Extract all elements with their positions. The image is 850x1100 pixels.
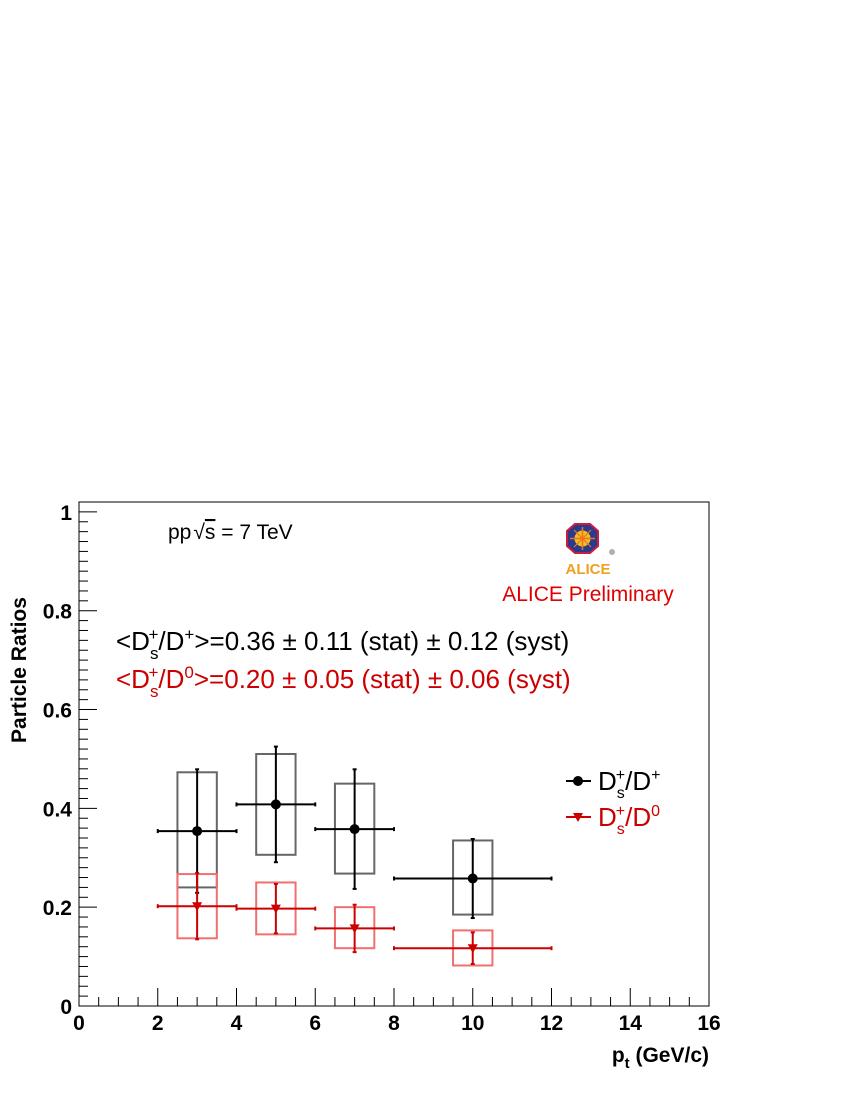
axis-ticks [78, 511, 710, 1007]
y-tick-label: 0 [60, 996, 72, 1019]
data-point [349, 924, 360, 934]
x-axis-title-units: (GeV/c) [630, 1044, 709, 1067]
x-tick-label: 2 [152, 1012, 164, 1035]
data-point [467, 944, 478, 954]
alice-logo: ALICE [566, 523, 615, 578]
annotation-ds-dplus: <Ds+/D+>=0.36 ± 0.11 (stat) ± 0.12 (syst… [116, 625, 569, 663]
y-tick-label: 1 [60, 502, 72, 525]
x-axis-title-subscript: t [625, 1055, 630, 1072]
axis-tick-labels: 0 2 4 6 8 10 12 14 16 0 0.2 0.4 0.6 0.8 1 [43, 502, 721, 1035]
y-tick-label: 0.2 [43, 897, 72, 920]
x-tick-label: 8 [388, 1012, 400, 1035]
legend-marker-circle [573, 776, 583, 786]
x-axis-title: pt (GeV/c) [612, 1044, 709, 1072]
series-1 [156, 872, 553, 967]
data-point [192, 826, 203, 837]
preliminary-label: ALICE Preliminary [502, 583, 674, 606]
legend: Ds+/D+ Ds+/D0 [566, 766, 660, 838]
energy-label-post: = 7 TeV [215, 521, 292, 544]
y-tick-label: 0.6 [43, 700, 72, 723]
sqrt-sign: √ [193, 521, 205, 544]
x-tick-label: 14 [619, 1012, 643, 1035]
x-tick-label: 0 [73, 1012, 85, 1035]
x-tick-label: 6 [309, 1012, 321, 1035]
legend-entry-ds-d0: Ds+/D0 [566, 802, 660, 838]
data-point [467, 873, 478, 884]
svg-text:Ds+/D0: Ds+/D0 [598, 802, 660, 838]
data-series [156, 745, 553, 967]
data-point [270, 904, 281, 914]
legend-entry-ds-dplus: Ds+/D+ [566, 766, 660, 802]
alice-logo-text: ALICE [566, 561, 611, 578]
x-tick-label: 12 [540, 1012, 563, 1035]
y-tick-label: 0.8 [43, 601, 73, 624]
x-tick-label: 16 [697, 1012, 720, 1035]
energy-label-sqrt: s [205, 521, 216, 544]
y-axis-title: Particle Ratios [8, 597, 31, 743]
data-point [192, 902, 203, 912]
legend-marker-triangle [573, 813, 583, 822]
x-tick-label: 10 [461, 1012, 484, 1035]
energy-label-pre: pp [168, 521, 191, 544]
energy-label: pp√s = 7 TeV [168, 521, 293, 544]
data-point [270, 799, 281, 810]
x-tick-label: 4 [231, 1012, 243, 1035]
series-0 [156, 745, 553, 920]
annotation-ds-d0: <Ds+/D0>=0.20 ± 0.05 (stat) ± 0.06 (syst… [116, 663, 571, 701]
svg-text:Ds+/D+: Ds+/D+ [598, 766, 660, 802]
y-tick-label: 0.4 [43, 798, 73, 821]
data-point [349, 824, 360, 835]
x-axis-title-symbol: p [612, 1044, 625, 1067]
